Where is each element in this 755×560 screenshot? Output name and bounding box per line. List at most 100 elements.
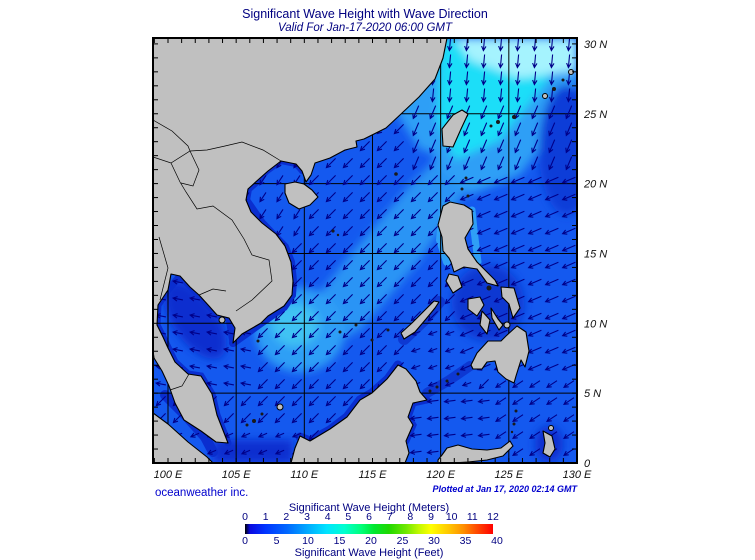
wave-arrow <box>359 158 370 169</box>
wave-arrow <box>514 156 522 171</box>
wave-arrow <box>565 139 573 154</box>
wave-arrow <box>561 244 576 252</box>
wave-arrow <box>498 88 504 103</box>
wave-arrow <box>376 175 387 186</box>
wave-arrow <box>544 312 559 320</box>
wave-arrow <box>463 156 471 171</box>
wave-arrow <box>359 379 370 390</box>
wave-arrow <box>188 330 200 336</box>
wave-arrow <box>393 175 404 186</box>
wave-arrow <box>222 381 234 387</box>
wave-arrow <box>393 345 404 356</box>
wave-arrow <box>291 345 302 356</box>
islet-sangihe-1 <box>512 422 516 426</box>
islet-yaeyama <box>496 120 500 124</box>
wave-arrow <box>276 175 284 186</box>
wave-arrow <box>565 156 573 171</box>
wave-arrow <box>460 415 473 421</box>
map-frame <box>152 37 578 464</box>
wave-arrow <box>427 243 438 254</box>
wave-arrow <box>222 330 234 336</box>
wave-arrow <box>342 396 353 407</box>
patch-se-vietnam-core <box>271 304 319 346</box>
wave-arrow <box>481 54 487 69</box>
islet-phu-quoc <box>218 316 226 324</box>
wave-arrow <box>410 175 421 186</box>
wave-arrow <box>257 449 268 455</box>
wave-arrow <box>429 122 437 137</box>
wave-arrow <box>481 88 487 103</box>
wave-arrow <box>205 364 217 370</box>
wave-arrow <box>529 431 541 439</box>
wave-arrow <box>544 227 559 235</box>
wave-arrow <box>427 175 438 186</box>
wave-arrow <box>495 380 507 388</box>
wave-arrow <box>359 294 370 305</box>
wave-arrow <box>444 175 455 186</box>
islet-anambas-1 <box>252 419 256 423</box>
wave-arrow <box>276 192 284 203</box>
wave-arrow <box>325 243 336 254</box>
wave-arrow <box>497 122 505 137</box>
wave-arrow <box>565 105 573 120</box>
wave-arrow <box>563 414 575 422</box>
lat-label-30: 30 N <box>584 39 607 51</box>
border-malaysia-thailand <box>169 373 190 391</box>
wave-arrow <box>464 38 470 52</box>
wave-arrow <box>512 414 524 422</box>
wave-arrow <box>171 296 183 302</box>
wave-arrow <box>325 294 336 305</box>
wave-arrow <box>444 381 455 387</box>
island-cebu <box>490 307 504 331</box>
wave-arrow <box>393 192 404 203</box>
wave-arrow <box>274 362 285 373</box>
wave-arrow <box>206 449 217 455</box>
wave-arrow <box>495 431 507 439</box>
wave-arrow <box>527 244 542 252</box>
wave-arrow <box>188 313 200 319</box>
wave-arrow <box>480 122 488 137</box>
feet-tick-20: 20 <box>365 535 377 547</box>
wave-arrow <box>409 449 422 455</box>
wave-arrow <box>259 209 267 220</box>
wave-arrow <box>527 278 542 286</box>
wave-arrow <box>325 311 336 322</box>
islet-sangihe-2 <box>514 409 518 413</box>
wave-arrow <box>188 347 200 353</box>
wave-arrow <box>325 209 336 220</box>
border-indochina <box>170 162 273 312</box>
wave-arrow <box>223 396 234 407</box>
wave-arrow <box>510 193 525 201</box>
wave-arrow <box>444 364 455 370</box>
wave-arrow <box>427 364 438 370</box>
wave-arrow <box>376 192 387 203</box>
wave-arrow <box>463 139 471 154</box>
map-panel <box>152 37 578 464</box>
wave-arrow <box>512 397 524 405</box>
wave-arrow <box>515 38 521 52</box>
colorbar <box>245 524 493 534</box>
land-layer <box>153 38 574 463</box>
wave-arrow <box>464 71 470 86</box>
wave-arrow <box>549 38 555 52</box>
feet-tick-15: 15 <box>334 535 346 547</box>
wave-arrow <box>426 415 439 421</box>
wave-arrow <box>476 329 491 337</box>
wave-arrow <box>205 347 217 353</box>
wave-arrow <box>359 192 370 203</box>
wave-arrow <box>546 414 558 422</box>
wave-arrow <box>459 346 474 354</box>
wave-arrow <box>515 54 521 69</box>
feet-tick-0: 0 <box>242 535 248 547</box>
wave-arrow <box>308 226 319 237</box>
meters-tick-9: 9 <box>428 511 434 523</box>
wave-arrow <box>427 330 438 336</box>
wave-arrow <box>427 277 438 288</box>
wave-arrow <box>410 209 421 220</box>
wave-arrow <box>412 139 420 154</box>
wave-arrow <box>498 54 504 69</box>
islet-sulu-3 <box>435 385 439 389</box>
meters-tick-8: 8 <box>407 511 413 523</box>
